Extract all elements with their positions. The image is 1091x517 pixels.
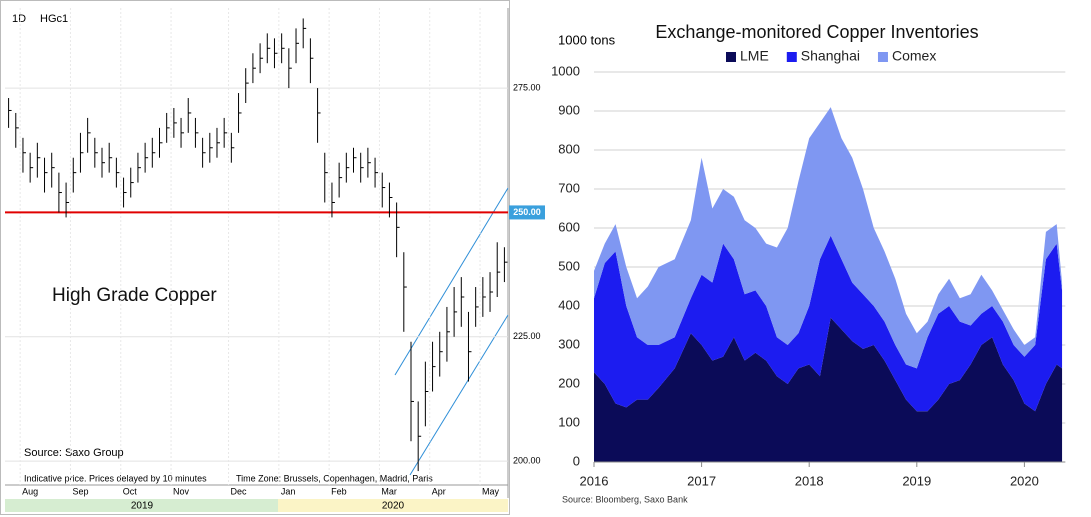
left-panel [0,0,510,515]
y-tick-label: 400 [558,297,580,312]
legend-swatch [786,52,797,62]
x-tick-label: 2019 [902,473,931,488]
x-tick-label: Aug [22,486,38,496]
year-band [5,499,278,512]
y-tick-label: 1000 [551,63,580,78]
x-tick-label: Jan [281,486,296,496]
symbol: HGc1 [40,13,68,25]
channel-line [409,314,509,476]
area [594,107,1063,369]
chart-title: Exchange-monitored Copper Inventories [655,22,978,42]
legend: LME Shanghai Comex [726,48,936,64]
y-tick-label: 700 [558,180,580,195]
y-tick-label: 600 [558,219,580,234]
x-tick-label: Mar [381,486,397,496]
legend-label: LME [740,48,769,64]
y-tick-label: 225.00 [513,331,541,341]
note: Indicative price. Prices delayed by 10 m… [24,473,207,483]
y-tick-label: 500 [558,258,580,273]
x-tick-label: Apr [432,486,446,496]
x-tick-label: May [482,486,500,496]
y-axis-label: 1000 tons [558,32,616,47]
y-tick-label: 900 [558,102,580,117]
year-label: 2019 [131,501,154,512]
y-tick-label: 275.00 [513,82,541,92]
reference-label: 250.00 [513,207,541,217]
x-tick-label: Nov [173,486,190,496]
y-tick-label: 200 [558,375,580,390]
axes: 0 100 200 300 400 500 600 700 800 900 1000 2016 2017… [551,63,1039,488]
source: Source: Saxo Group [24,447,124,459]
y-tick-label: 100 [558,414,580,429]
channel-line [394,187,509,376]
y-tick-label: 300 [558,336,580,351]
timezone: Time Zone: Brussels, Copenhagen, Madrid,… [236,473,433,483]
x-tick-label: 2018 [795,473,824,488]
x-tick-label: 2017 [687,473,716,488]
legend-swatch [726,52,736,62]
chart-title: High Grade Copper [52,285,217,306]
area [594,235,1063,412]
area [594,317,1063,462]
source: Source: Bloomberg, Saxo Bank [562,494,688,504]
x-tick-label: 2016 [580,473,609,488]
x-tick-label: Oct [123,486,138,496]
interval: 1D [12,13,26,25]
x-tick-label: Dec [231,486,248,496]
legend-label: Shanghai [801,48,860,64]
y-tick-label: 0 [573,453,580,468]
x-tick-label: 2020 [1010,473,1039,488]
legend-swatch [877,52,888,62]
legend-label: Comex [892,48,936,64]
y-tick-label: 200.00 [513,456,541,466]
reference-label-box [509,205,545,220]
year-band [278,499,508,512]
y-tick-label: 800 [558,141,580,156]
year-label: 2020 [382,501,405,512]
areas [594,107,1063,462]
x-tick-label: Feb [331,486,347,496]
x-tick-label: Sep [72,486,88,496]
